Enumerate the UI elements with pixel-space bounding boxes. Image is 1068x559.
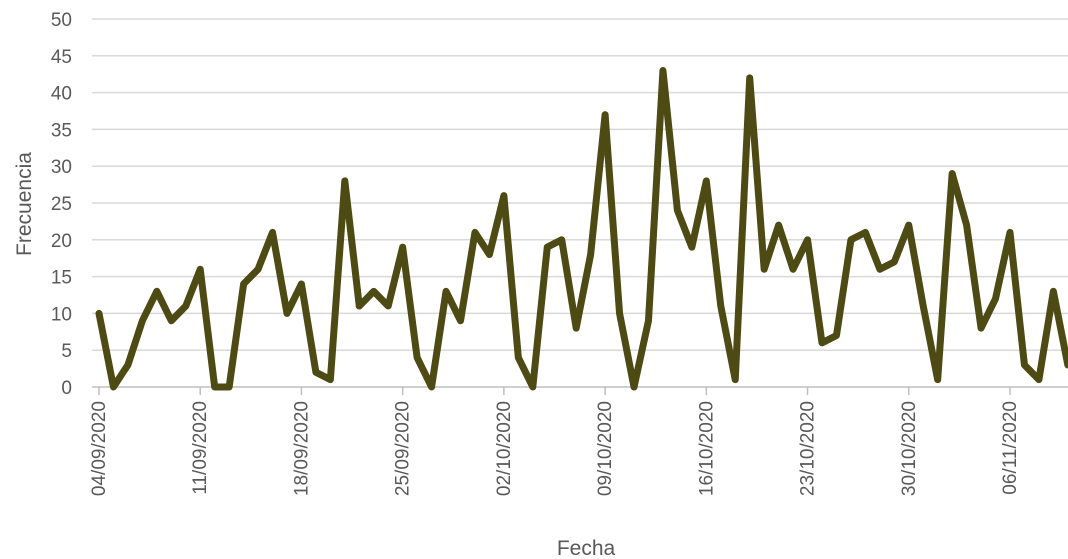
y-tick-label: 15: [51, 268, 72, 289]
x-tick-label: 06/11/2020: [1000, 401, 1021, 495]
series-line: [95, 67, 1068, 391]
y-tick-label: 50: [51, 10, 72, 31]
x-tick-label: 16/10/2020: [696, 401, 717, 496]
y-tick-label: 10: [51, 304, 72, 325]
y-tick-label: 35: [51, 120, 72, 141]
x-tick-label: 02/10/2020: [494, 401, 515, 496]
y-tick-label: 0: [61, 378, 72, 399]
x-tick-label: 30/10/2020: [899, 401, 920, 496]
x-tick-label: 18/09/2020: [291, 401, 312, 496]
x-tick-label: 09/10/2020: [595, 401, 616, 496]
x-tick-label: 25/09/2020: [393, 401, 414, 496]
y-tick-label: 45: [51, 47, 72, 68]
gridlines: [92, 18, 1068, 395]
x-tick-label: 11/09/2020: [190, 401, 211, 495]
series-layer: [95, 67, 1068, 391]
y-tick-labels: 0 5 10 15 20 25 30 35 40 45 50: [51, 10, 72, 399]
x-tick-label: 23/10/2020: [798, 401, 819, 496]
y-tick-label: 5: [61, 341, 72, 362]
y-tick-label: 25: [51, 194, 72, 215]
x-axis-title: Fecha: [557, 537, 616, 559]
y-tick-label: 40: [51, 84, 72, 105]
y-tick-label: 20: [51, 231, 72, 252]
x-tick-label: 04/09/2020: [89, 401, 110, 496]
x-tick-labels: 04/09/2020 11/09/2020 18/09/2020 25/09/2020…: [89, 401, 1021, 496]
y-tick-label: 30: [51, 157, 72, 178]
y-axis-title: Frecuencia: [13, 152, 36, 256]
